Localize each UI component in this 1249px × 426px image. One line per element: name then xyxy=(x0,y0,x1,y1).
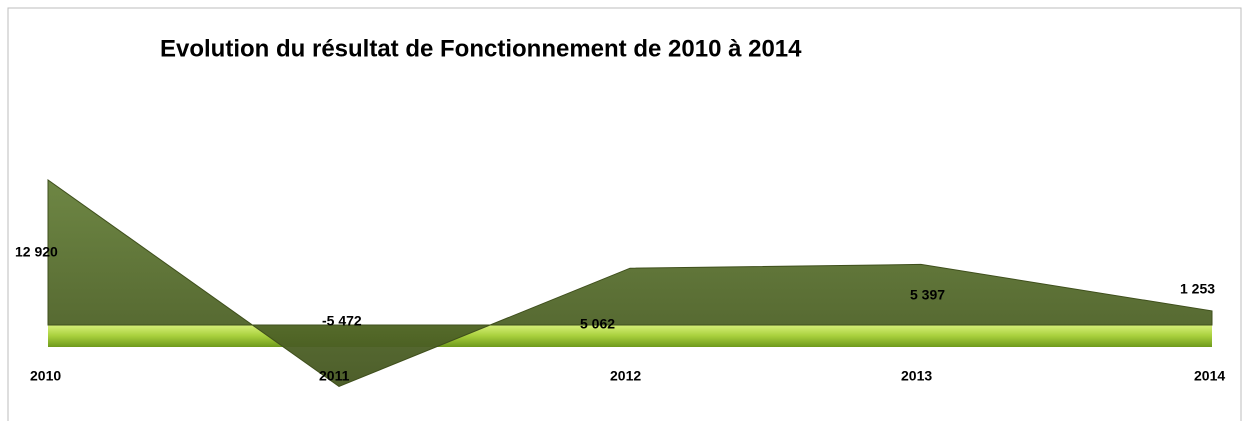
x-tick-label: 2011 xyxy=(319,368,350,384)
x-tick-label: 2014 xyxy=(1194,368,1225,384)
x-tick-label: 2012 xyxy=(610,368,641,384)
floor xyxy=(48,325,1212,347)
value-label: 1 253 xyxy=(1180,281,1215,297)
value-label: -5 472 xyxy=(322,313,362,329)
x-tick-label: 2013 xyxy=(901,368,932,384)
value-label: 5 062 xyxy=(580,316,615,332)
x-tick-label: 2010 xyxy=(30,368,61,384)
value-label: 5 397 xyxy=(910,287,945,303)
area xyxy=(47,179,1213,387)
chart-border xyxy=(7,7,1242,421)
value-label: 12 920 xyxy=(15,244,58,260)
chart-title: Evolution du résultat de Fonctionnement … xyxy=(160,35,802,62)
